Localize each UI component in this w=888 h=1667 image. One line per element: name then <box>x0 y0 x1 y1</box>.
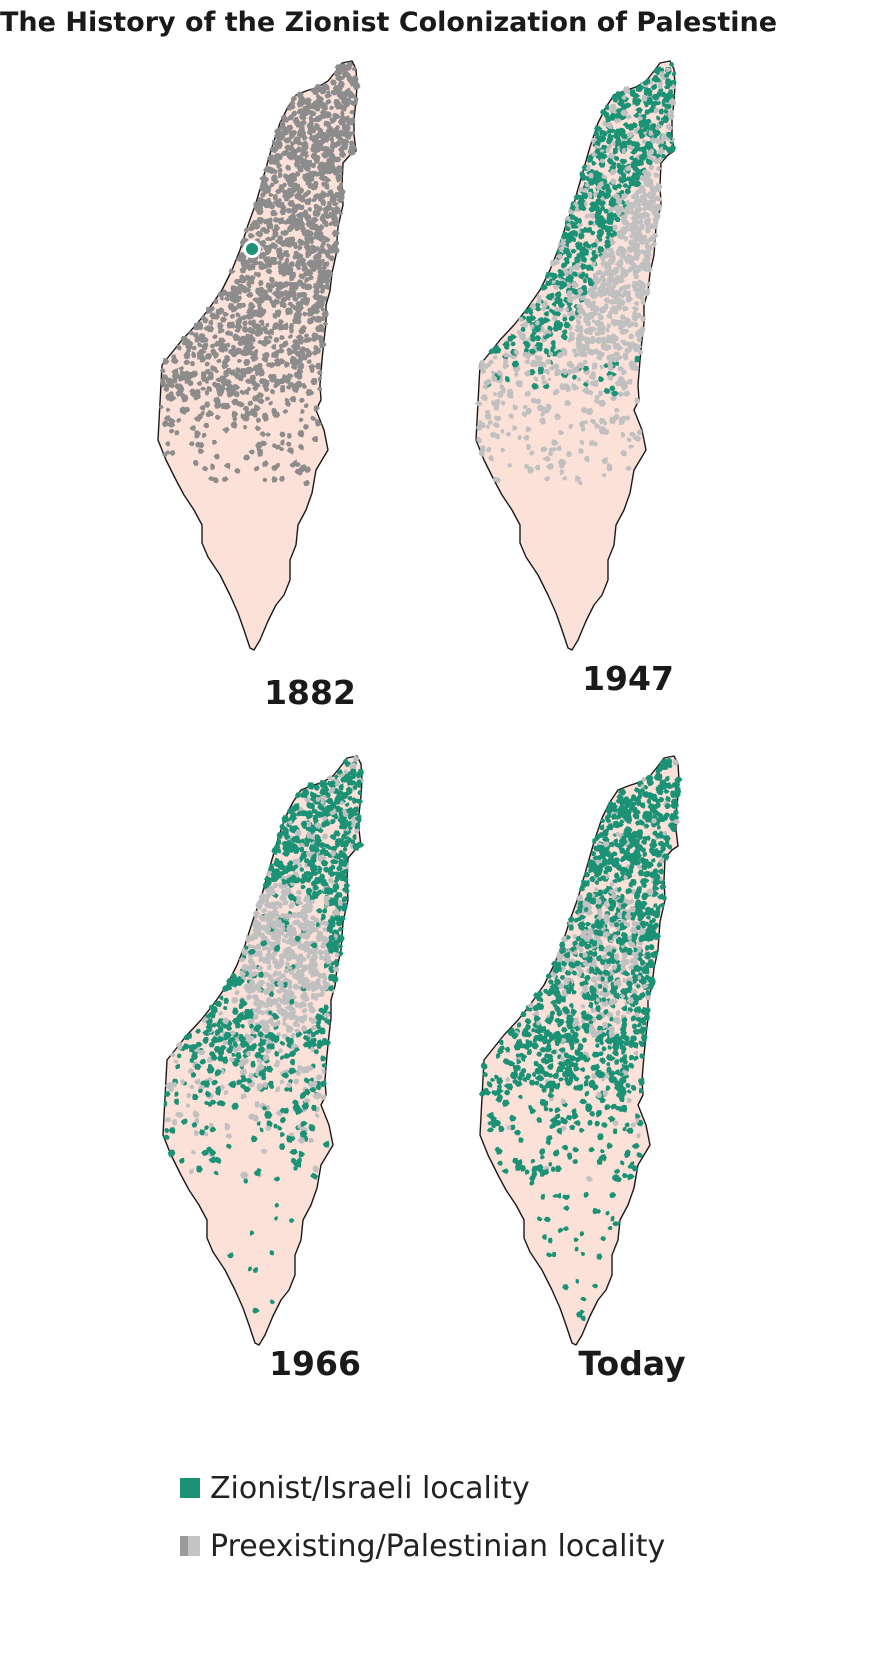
palestine-map-today <box>478 755 683 1346</box>
settlement-marker-dot <box>246 243 258 255</box>
locality-dots-1966 <box>163 755 365 1314</box>
legend-item-zionist: Zionist/Israeli locality <box>180 1470 820 1510</box>
locality-dots-today <box>478 758 683 1322</box>
year-label-1947: 1947 <box>582 659 674 698</box>
map-panel-1882: 1882 <box>140 55 480 735</box>
green-square-icon <box>180 1478 200 1498</box>
map-title: The History of the Zionist Colonization … <box>0 7 778 38</box>
locality-dots-1882 <box>158 61 361 486</box>
map-panel-today: Today <box>462 750 802 1430</box>
legend-label-palestinian: Preexisting/Palestinian locality <box>210 1529 666 1564</box>
year-label-today: Today <box>578 1344 686 1383</box>
map-panel-1947: 1947 <box>458 55 798 735</box>
palestine-map-1882 <box>157 60 361 651</box>
year-label-1882: 1882 <box>264 673 356 712</box>
legend-item-palestinian: Preexisting/Palestinian locality <box>180 1528 820 1568</box>
legend-label-zionist: Zionist/Israeli locality <box>210 1471 530 1506</box>
gray-square-icon <box>180 1536 200 1556</box>
year-label-1966: 1966 <box>269 1344 361 1383</box>
map-panel-1966: 1966 <box>145 750 485 1430</box>
locality-dots-1947 <box>474 62 677 486</box>
palestine-map-1966 <box>162 755 365 1346</box>
palestine-map-1947 <box>474 60 677 651</box>
